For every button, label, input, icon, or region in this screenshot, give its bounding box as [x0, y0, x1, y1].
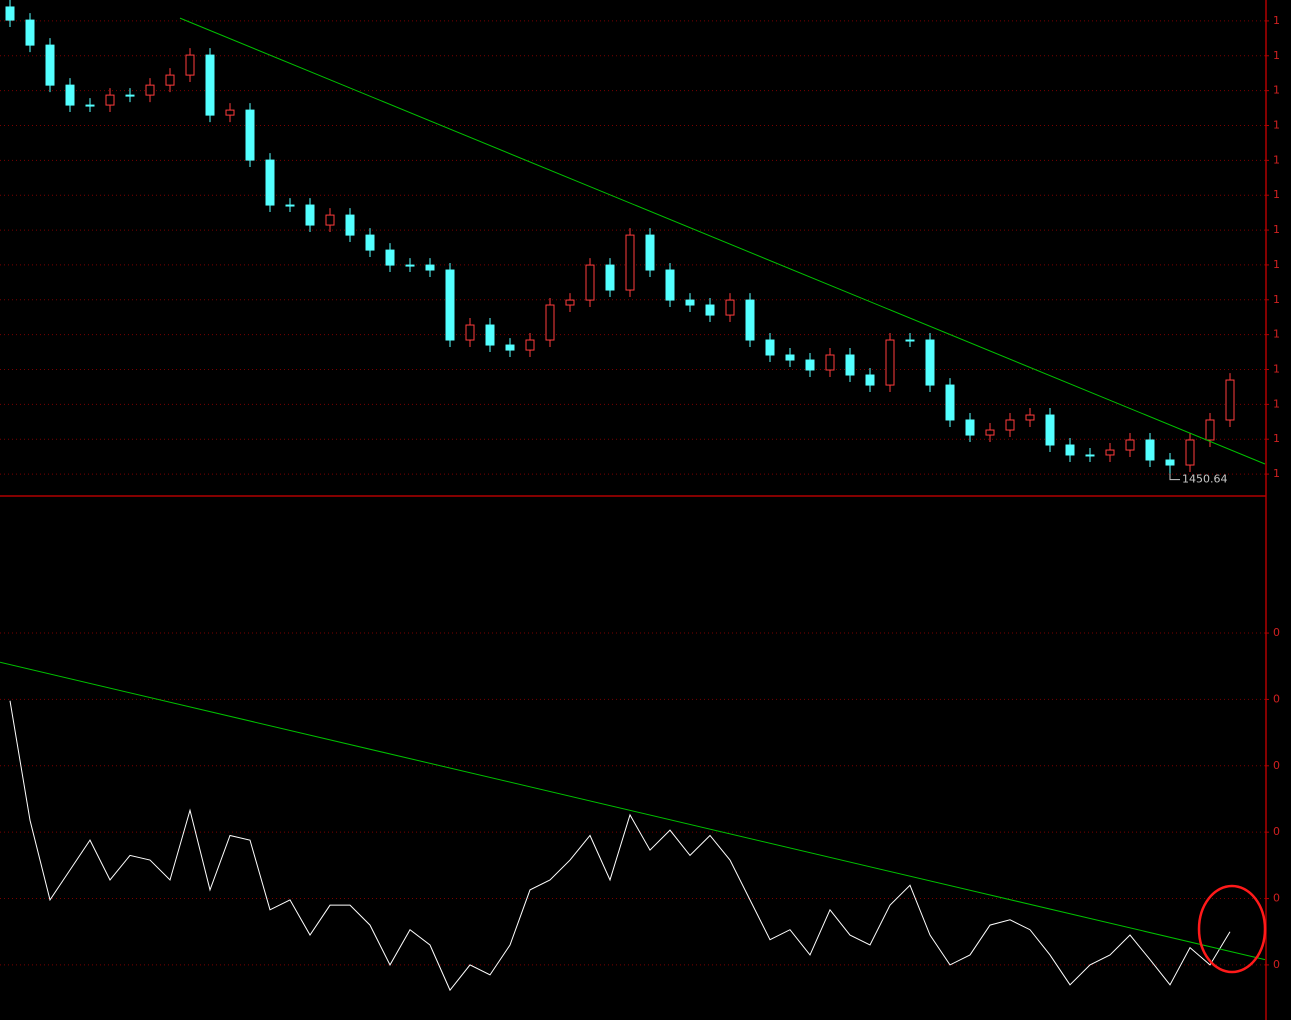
candle-body [245, 109, 255, 161]
candle-body [765, 339, 775, 356]
candle-body [865, 374, 875, 386]
candle-body [625, 234, 635, 291]
candle-body [1025, 414, 1035, 421]
candle-body [505, 344, 515, 351]
candle-body [145, 84, 155, 96]
candle-body [485, 324, 495, 346]
y-tick-label: 1 [1273, 153, 1280, 166]
candle-body [685, 299, 695, 306]
candle-body [585, 264, 595, 301]
candle-body [1185, 439, 1195, 466]
candle-body [745, 299, 755, 341]
candle-body [445, 269, 455, 341]
highlight-circle [1197, 884, 1267, 974]
candle-body [405, 264, 415, 267]
y-tick-label: 0 [1273, 626, 1280, 639]
y-tick-label: 1 [1273, 467, 1280, 480]
candle-body [1105, 449, 1115, 456]
candle-body [905, 339, 915, 342]
candle-body [525, 339, 535, 351]
candle-body [265, 159, 275, 206]
y-tick-label: 1 [1273, 49, 1280, 62]
y-tick-label: 0 [1273, 892, 1280, 905]
y-tick-label: 1 [1273, 328, 1280, 341]
y-tick-label: 0 [1273, 759, 1280, 772]
candle-body [345, 214, 355, 236]
candle-body [125, 94, 135, 97]
candle-body [425, 264, 435, 271]
y-tick-label: 1 [1273, 188, 1280, 201]
low-label: 1450.64 [1182, 473, 1228, 486]
candle-body [565, 299, 575, 306]
candle-body [225, 109, 235, 116]
candle-body [285, 204, 295, 207]
candle-body [105, 94, 115, 106]
y-tick-label: 1 [1273, 397, 1280, 410]
candle-body [1085, 454, 1095, 457]
candle-body [205, 54, 215, 116]
candle-body [785, 354, 795, 361]
y-tick-label: 0 [1273, 825, 1280, 838]
candle-body [65, 84, 75, 106]
candle-body [1225, 379, 1235, 421]
candle-body [25, 19, 35, 46]
candle-body [365, 234, 375, 251]
candle-body [185, 54, 195, 76]
y-tick-label: 0 [1273, 692, 1280, 705]
candle-body [665, 269, 675, 301]
candle-body [1045, 414, 1055, 446]
low-pointer [1169, 473, 1180, 481]
candle-body [325, 214, 335, 226]
candle-body [965, 419, 975, 436]
y-tick-label: 1 [1273, 118, 1280, 131]
candle-body [1145, 439, 1155, 461]
trend-line [0, 661, 1266, 961]
candle-body [845, 354, 855, 376]
candle-body [385, 249, 395, 266]
candle-body [1205, 419, 1215, 441]
y-tick-label: 1 [1273, 293, 1280, 306]
y-tick-label: 1 [1273, 258, 1280, 271]
y-tick-label: 1 [1273, 363, 1280, 376]
candle-body [725, 299, 735, 316]
candle-body [165, 74, 175, 86]
candle-body [925, 339, 935, 386]
candle-body [645, 234, 655, 271]
candle-body [945, 384, 955, 421]
candle-body [705, 304, 715, 316]
candle-body [985, 429, 995, 436]
y-tick-label: 1 [1273, 223, 1280, 236]
y-tick-label: 1 [1273, 14, 1280, 27]
trend-line [179, 17, 1266, 465]
candle-body [605, 264, 615, 291]
y-tick-label: 1 [1273, 84, 1280, 97]
candle-body [1165, 459, 1175, 466]
candle-body [305, 204, 315, 226]
candle-body [45, 44, 55, 86]
candle-body [825, 354, 835, 371]
y-tick-label: 0 [1273, 958, 1280, 971]
indicator-line [9, 700, 1231, 992]
candle-body [465, 324, 475, 341]
y-tick-label: 1 [1273, 432, 1280, 445]
candle-body [545, 304, 555, 341]
candle-body [85, 104, 95, 107]
candle-body [1005, 419, 1015, 431]
candle-body [805, 359, 815, 371]
candle-body [5, 6, 15, 21]
candle-body [885, 339, 895, 386]
candle-body [1125, 439, 1135, 451]
candle-body [1065, 444, 1075, 456]
